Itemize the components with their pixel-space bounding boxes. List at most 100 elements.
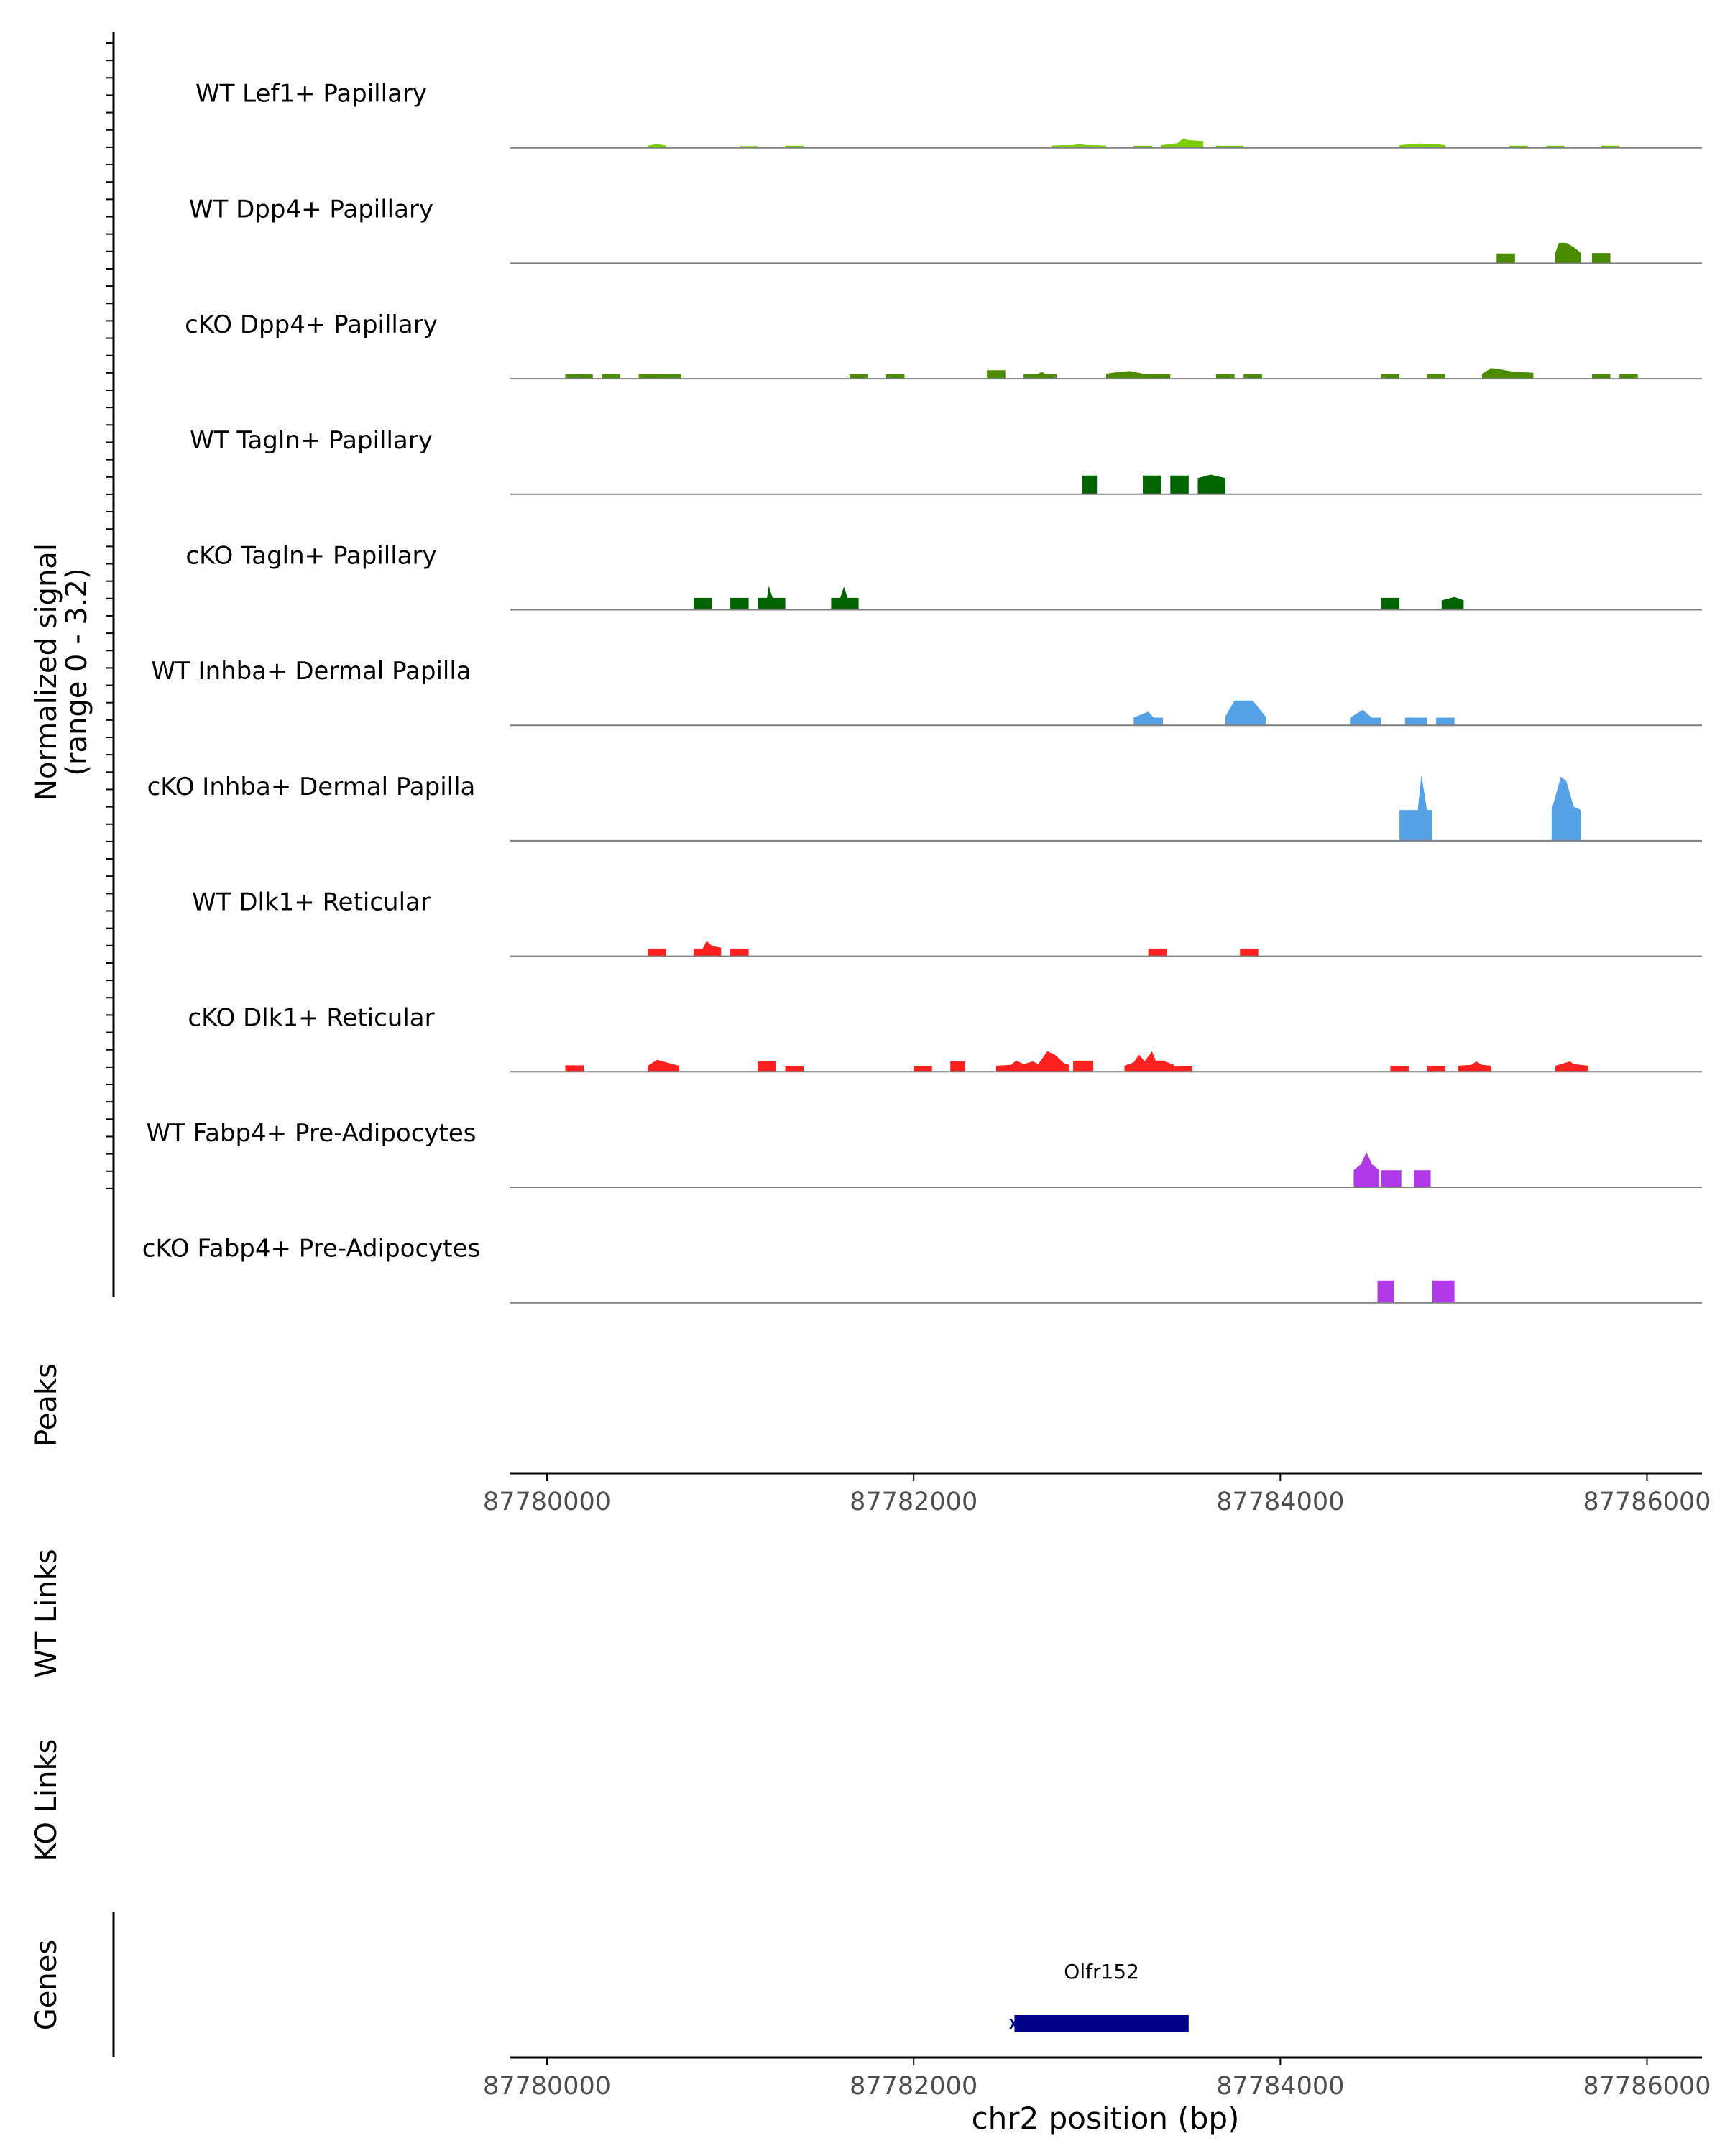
track-label: cKO Dpp4+ Papillary (185, 310, 438, 339)
coverage-area (1555, 242, 1581, 264)
track-label: cKO Tagln+ Papillary (185, 542, 436, 571)
coverage-area (950, 1061, 965, 1072)
x-tick-label: 87782000 (850, 2072, 978, 2101)
track-label: cKO Inhba+ Dermal Papilla (147, 773, 476, 801)
track: cKO Inhba+ Dermal Papilla (147, 773, 1702, 842)
coverage-area (1051, 144, 1106, 148)
coverage-area (1381, 597, 1400, 610)
coverage-area (1216, 374, 1235, 379)
y-axis-label-line1: Normalized signal (30, 543, 63, 801)
coverage-area (694, 941, 722, 957)
coverage-area (638, 374, 681, 379)
coverage-area (1381, 1170, 1402, 1187)
coverage-area (1161, 138, 1204, 148)
coverage-area (1353, 1152, 1380, 1187)
coverage-area (1377, 1280, 1394, 1303)
coverage-area (694, 597, 712, 610)
track: WT Lef1+ Papillary (196, 80, 1702, 149)
x-axis-bottom: 87780000 87782000 87784000 87786000 (483, 2056, 1711, 2101)
coverage-area (1024, 372, 1057, 379)
coverage-area (648, 1059, 679, 1072)
coverage-area (730, 948, 749, 957)
coverage-area (996, 1051, 1070, 1072)
coverage-area (1170, 475, 1189, 494)
coverage-area (1240, 948, 1259, 957)
coverage-area (1592, 253, 1611, 264)
coverage-area (1414, 1170, 1431, 1187)
track: WT Tagln+ Papillary (190, 426, 1702, 495)
track-panels: WT Lef1+ Papillary WT Dpp4+ Papillary cKO … (142, 80, 1702, 1304)
coverage-area (1124, 1051, 1174, 1072)
track: WT Fabp4+ Pre-Adipocytes (147, 1119, 1702, 1188)
coverage-area (1390, 1066, 1409, 1072)
coverage-area (1174, 1066, 1192, 1072)
track-label: WT Fabp4+ Pre-Adipocytes (147, 1119, 477, 1148)
coverage-area (1148, 948, 1167, 957)
x-tick-label: 87784000 (1216, 2072, 1344, 2101)
coverage-area (1481, 368, 1534, 379)
coverage-area (1133, 711, 1164, 726)
coverage-area (831, 586, 859, 610)
coverage-area (987, 370, 1006, 379)
genes-panel-label: Genes (30, 1940, 63, 2030)
coverage-area (1404, 717, 1427, 726)
coverage-area (1399, 775, 1432, 841)
x-tick-label: 87780000 (483, 1488, 611, 1516)
coverage-area (785, 1066, 804, 1072)
track: WT Dlk1+ Reticular (192, 888, 1702, 957)
coverage-area (1619, 374, 1638, 379)
track-label: WT Dpp4+ Papillary (189, 195, 433, 224)
track: WT Inhba+ Dermal Papilla (151, 657, 1702, 727)
coverage-area (1436, 717, 1455, 726)
coverage-area (1225, 700, 1266, 726)
coverage-area (1243, 374, 1262, 379)
signal-y-ticks (106, 42, 114, 1189)
track-label: cKO Fabp4+ Pre-Adipocytes (142, 1235, 481, 1263)
x-tick-label: 87786000 (1583, 1488, 1711, 1516)
track: WT Dpp4+ Papillary (189, 195, 1702, 264)
track: cKO Dlk1+ Reticular (188, 1003, 1702, 1073)
coverage-area (1592, 374, 1611, 379)
coverage-area (648, 948, 666, 957)
coverage-area (1427, 374, 1445, 379)
coverage-area (1143, 475, 1162, 494)
coverage-area (648, 144, 666, 148)
coverage-area (1350, 709, 1381, 726)
coverage-area (758, 586, 786, 610)
peaks-panel-label: Peaks (30, 1363, 63, 1447)
x-tick-label: 87786000 (1583, 2072, 1711, 2101)
x-axis-top: 87780000 87782000 87784000 87786000 (483, 1472, 1711, 1516)
track-label: WT Tagln+ Papillary (190, 426, 433, 455)
coverage-area (1496, 253, 1515, 264)
track: cKO Tagln+ Papillary (185, 542, 1702, 611)
track: cKO Fabp4+ Pre-Adipocytes (142, 1235, 1702, 1304)
coverage-area (914, 1066, 932, 1072)
x-axis-label: chr2 position (bp) (972, 2101, 1240, 2136)
coverage-area (1551, 776, 1581, 841)
coverage-area (1427, 1066, 1445, 1072)
coverage-area (886, 374, 905, 379)
gene-label: Olfr152 (1064, 1960, 1139, 1984)
coverage-area (1441, 596, 1464, 610)
coverage-area (1458, 1061, 1491, 1072)
coverage-area (1073, 1060, 1094, 1072)
coverage-area (758, 1061, 776, 1072)
gene-body (1014, 2015, 1189, 2032)
track-label: WT Inhba+ Dermal Papilla (151, 657, 471, 686)
coverage-area (1432, 1280, 1455, 1303)
y-axis-label-line2: (range 0 - 3.2) (60, 568, 93, 775)
coverage-area (849, 374, 868, 379)
coverage-area (1197, 474, 1225, 494)
coverage-area (1399, 143, 1445, 148)
x-tick-label: 87782000 (850, 1488, 978, 1516)
coverage-area (1106, 371, 1171, 379)
coverage-area (1082, 475, 1098, 494)
gene-annotations: Olfr152 (1009, 1960, 1189, 2032)
track-label: cKO Dlk1+ Reticular (188, 1003, 434, 1032)
coverage-area (1381, 374, 1400, 379)
track-label: WT Dlk1+ Reticular (192, 888, 431, 917)
wt-links-panel-label: WT Links (30, 1549, 63, 1677)
x-tick-label: 87784000 (1216, 1488, 1344, 1516)
coverage-area (565, 1065, 584, 1072)
